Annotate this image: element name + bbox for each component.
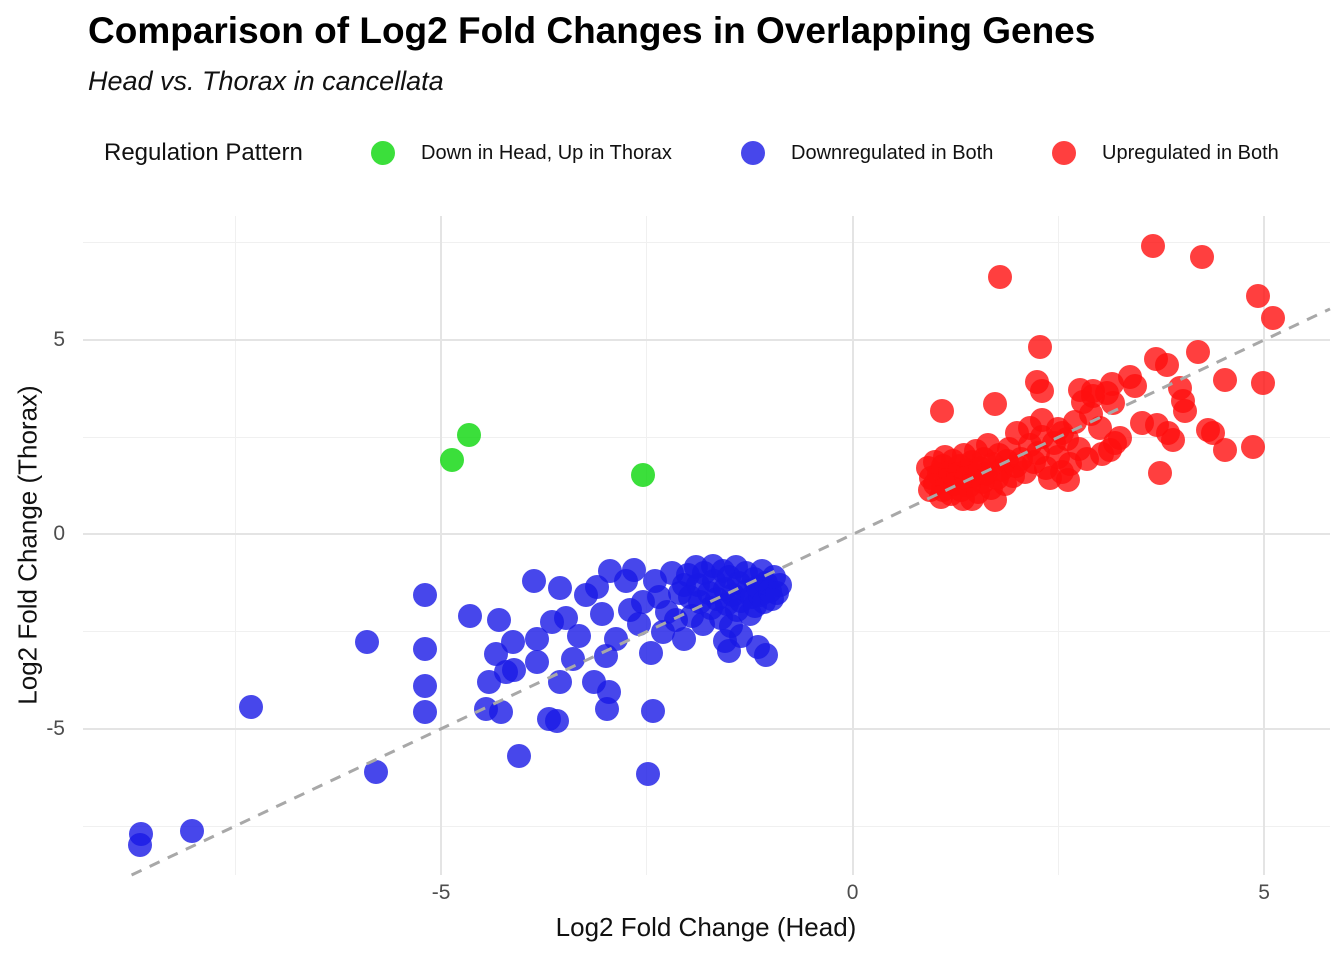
data-point xyxy=(1141,233,1166,258)
legend-title: Regulation Pattern xyxy=(104,139,303,166)
legend-green-dot-icon xyxy=(371,141,395,165)
x-major-gridline xyxy=(851,216,854,875)
data-point xyxy=(1186,339,1211,364)
data-point xyxy=(1075,446,1100,471)
data-point xyxy=(413,582,438,607)
data-point xyxy=(635,761,660,786)
data-point xyxy=(930,399,955,424)
data-point xyxy=(1173,399,1198,424)
chart-title: Comparison of Log2 Fold Changes in Overl… xyxy=(88,10,1096,51)
data-point xyxy=(502,658,527,683)
y-minor-gridline xyxy=(83,242,1330,244)
data-point xyxy=(567,623,592,648)
data-point xyxy=(1160,428,1185,453)
data-point xyxy=(1122,374,1147,399)
x-axis-title: Log2 Fold Change (Head) xyxy=(555,912,857,942)
chart-subtitle: Head vs. Thorax in cancellata xyxy=(88,66,444,96)
data-point xyxy=(500,629,525,654)
data-point xyxy=(1250,370,1275,395)
data-point xyxy=(439,448,464,473)
data-point xyxy=(604,626,629,651)
x-tick-label: 5 xyxy=(1258,881,1270,904)
data-point xyxy=(768,572,793,597)
legend-item-label: Down in Head, Up in Thorax xyxy=(421,141,672,164)
y-minor-gridline xyxy=(83,825,1330,827)
data-point xyxy=(622,558,647,583)
data-point xyxy=(1147,461,1172,486)
data-point xyxy=(179,819,204,844)
data-point xyxy=(545,708,570,733)
data-point xyxy=(982,392,1007,417)
legend-blue-dot-icon xyxy=(741,141,765,165)
data-point xyxy=(547,669,572,694)
legend-item-upregulated-both[interactable]: Upregulated in Both xyxy=(1052,137,1279,169)
y-minor-gridline xyxy=(83,436,1330,438)
data-point xyxy=(1028,334,1053,359)
data-point xyxy=(1213,438,1238,463)
data-point xyxy=(1246,284,1271,309)
data-point xyxy=(128,822,153,847)
y-major-gridline xyxy=(83,533,1330,536)
data-point xyxy=(1098,438,1123,463)
data-point xyxy=(457,423,482,448)
data-point xyxy=(630,463,655,488)
data-point xyxy=(413,699,438,724)
data-point xyxy=(238,694,263,719)
data-point xyxy=(1029,378,1054,403)
data-point xyxy=(1241,435,1266,460)
x-tick-label: 0 xyxy=(846,881,859,904)
y-tick-label: 5 xyxy=(53,328,65,352)
data-point xyxy=(1261,305,1286,330)
data-point xyxy=(1050,421,1075,446)
data-point xyxy=(487,607,512,632)
data-point xyxy=(524,649,549,674)
data-point xyxy=(1190,244,1215,269)
y-tick-label: 0 xyxy=(53,522,65,546)
y-major-gridline xyxy=(83,339,1330,342)
data-point xyxy=(1155,353,1180,378)
y-major-gridline xyxy=(83,727,1330,730)
legend-red-dot-icon xyxy=(1052,141,1076,165)
legend-item-downregulated-both[interactable]: Downregulated in Both xyxy=(741,137,993,169)
data-point xyxy=(717,639,742,664)
legend-item-label: Upregulated in Both xyxy=(1102,141,1279,164)
legend-item-label: Downregulated in Both xyxy=(791,141,994,164)
data-point xyxy=(507,744,532,769)
data-point xyxy=(1046,444,1071,469)
data-point xyxy=(354,629,379,654)
x-minor-gridline xyxy=(234,216,236,875)
data-point xyxy=(640,699,665,724)
data-point xyxy=(413,636,438,661)
data-point xyxy=(754,642,779,667)
plot-panel xyxy=(83,216,1331,877)
x-major-gridline xyxy=(1263,216,1266,875)
data-point xyxy=(589,602,614,627)
data-point xyxy=(638,641,663,665)
x-tick-label: -5 xyxy=(431,881,451,904)
x-minor-gridline xyxy=(646,216,648,875)
data-point xyxy=(547,576,572,601)
data-point xyxy=(1213,367,1238,392)
data-point xyxy=(413,673,438,698)
data-point xyxy=(457,603,482,628)
data-point xyxy=(596,679,621,704)
x-major-gridline xyxy=(440,216,443,875)
legend: Regulation Pattern Down in Head, Up in T… xyxy=(0,137,1344,169)
data-point xyxy=(987,265,1012,290)
legend-item-down-head-up-thorax[interactable]: Down in Head, Up in Thorax xyxy=(371,137,672,169)
data-point xyxy=(522,569,547,594)
identity-reference-line xyxy=(130,307,1331,877)
y-tick-label: -5 xyxy=(46,716,65,740)
y-axis-title: Log2 Fold Change (Thorax) xyxy=(12,385,43,705)
x-minor-gridline xyxy=(1057,216,1059,875)
data-point xyxy=(671,627,696,652)
